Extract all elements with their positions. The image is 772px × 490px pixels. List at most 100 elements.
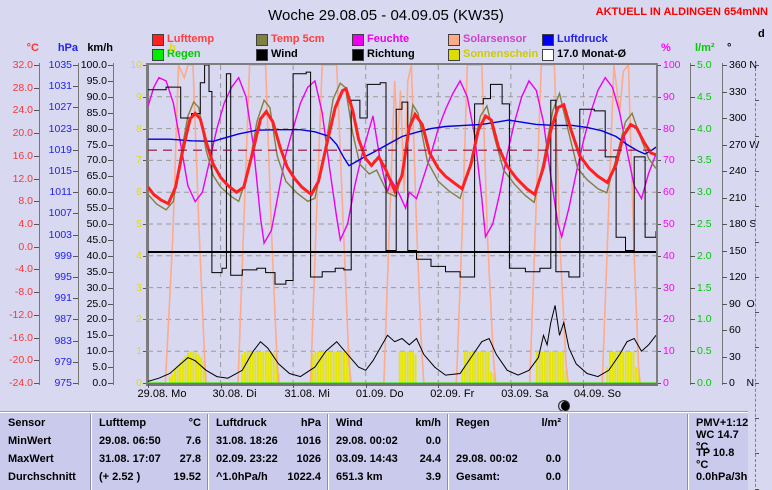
axis-tick-label: 55.0: [86, 202, 107, 215]
axis-tick-label: 270 W: [729, 138, 760, 151]
axis-tick: [108, 383, 113, 384]
series-solarsensor: [148, 65, 656, 383]
axis-tick: [34, 383, 39, 384]
axis-tick: [656, 319, 661, 321]
legend-label: Solarsensor: [463, 33, 527, 45]
table-cell-value: 1026: [296, 453, 321, 465]
table-cell-label: Luftdruck: [216, 417, 267, 429]
table-cell: 31.08. 17:07 27.8: [90, 450, 207, 468]
axis-tick-label: 1015: [48, 165, 72, 177]
table-cell-label: TP 10.8 °C: [696, 447, 735, 471]
sunshine-bar: [401, 351, 404, 383]
axis-tick: [656, 383, 661, 384]
table-cell: Wind km/h: [327, 414, 447, 432]
axis-tick: [722, 144, 727, 146]
table-row: MaxWert 31.08. 17:07 27.8 02.09. 23:22 1026 0…: [0, 447, 748, 471]
sunshine-bar: [411, 351, 414, 383]
table-cell-label: 03.09. 14:43: [336, 453, 398, 465]
axis-tick-label: 90 O: [729, 297, 755, 310]
axis-tick: [722, 197, 727, 199]
table-cell-value: 1016: [296, 435, 321, 447]
table-cell-label: 31.08. 17:07: [99, 453, 161, 465]
legend-swatch-lufttemp: [152, 34, 164, 46]
sunshine-bar: [546, 351, 549, 383]
axis-tick-label: 0: [663, 377, 669, 389]
axis-tick-label: 4: [136, 249, 142, 262]
table-cell-value: 0.0: [545, 471, 561, 483]
axis-tick: [73, 107, 78, 109]
axis-tick-label: -8.0: [14, 286, 33, 299]
sunshine-bar: [562, 351, 565, 383]
legend-swatch-sonnenschein: [448, 49, 460, 61]
axis-tick: [722, 250, 727, 252]
axis-tick: [108, 303, 113, 305]
axis-tick: [722, 224, 727, 225]
sunshine-bar: [608, 351, 611, 383]
axis-tick-label: 8: [136, 122, 142, 135]
sunshine-bar: [461, 370, 464, 383]
axis-tick-label: 120: [729, 271, 747, 283]
axis-tick: [143, 287, 148, 289]
axis-tick: [755, 488, 759, 490]
x-axis-day-label: 01.09. Do: [355, 388, 404, 400]
axis-tick: [108, 112, 113, 114]
axis-tick: [73, 171, 78, 172]
legend-label: Temp 5cm: [271, 33, 325, 45]
table-cell: MaxWert: [0, 450, 90, 468]
axis-tick-label: 10.0: [86, 345, 107, 358]
table-cell-label: Regen: [456, 417, 490, 429]
table-cell: 29.08. 00:02 0.0: [447, 450, 567, 468]
axis-tick: [34, 246, 39, 248]
axis-tick: [755, 347, 759, 349]
table-cell-value: 0.0: [425, 435, 441, 447]
status-label: AKTUELL IN ALDINGEN 654mNN: [595, 6, 768, 18]
sunshine-bar: [345, 351, 348, 383]
axis-tick: [34, 224, 39, 225]
axis-tick-label: 15.0: [86, 329, 107, 342]
axis-tick: [722, 118, 727, 119]
table-cell-label: MinWert: [8, 435, 52, 447]
axis-tick: [73, 128, 78, 130]
table-cell: Durchschnitt: [0, 468, 90, 486]
sunshine-bar: [627, 351, 630, 383]
sunshine-bar: [319, 351, 322, 383]
table-cell-value: 1022.4: [287, 471, 321, 483]
axis-tick: [656, 160, 661, 162]
axis-tick-label: 70.0: [86, 154, 107, 167]
table-cell: [567, 414, 687, 432]
table-cell: Gesamt: 0.0: [447, 468, 567, 486]
axis-tick-label: 40.0: [86, 249, 107, 262]
axis-tick: [722, 356, 727, 358]
table-cell: Sensor: [0, 414, 90, 432]
axis-tick-label: 995: [54, 271, 72, 283]
sunshine-bar: [484, 351, 487, 383]
axis-tick-label: 5.0: [92, 361, 107, 374]
table-cell: 03.09. 14:43 24.4: [327, 450, 447, 468]
table-cell-label: 29.08. 00:02: [336, 435, 398, 447]
axis-tick-label: 40: [663, 249, 675, 262]
sunshine-bar: [549, 351, 552, 383]
sunshine-bar: [322, 351, 325, 383]
x-axis-day-label: 04.09. So: [573, 388, 621, 400]
table-cell-label: Gesamt:: [456, 471, 501, 483]
axis-tick-label: 210: [729, 191, 747, 204]
series-feuchte: [148, 76, 656, 246]
legend-label: Lufttemp: [167, 33, 215, 45]
axis-tick: [108, 192, 113, 194]
axis-tick-label: -12.0: [9, 308, 33, 321]
axis-tick: [722, 330, 727, 331]
axis-tick-label: 3.0: [697, 186, 712, 199]
axis-tick-label: 0.0: [697, 377, 712, 389]
axis-tick-label: 100.0: [80, 59, 107, 71]
sunshine-bar: [543, 351, 546, 383]
table-cell: 31.08. 18:26 1016: [207, 432, 327, 450]
axis-unit-hPa: hPa: [57, 42, 78, 54]
table-cell-label: 651.3 km: [336, 471, 383, 483]
axis-tick-label: 1035: [48, 59, 72, 71]
axis-tick: [755, 276, 759, 278]
axis-tick: [690, 287, 695, 289]
sunshine-bar: [406, 351, 409, 383]
sunshine-bar: [337, 351, 340, 383]
axis-tick-label: 32.0: [12, 59, 33, 71]
x-axis-tick: [365, 384, 367, 388]
